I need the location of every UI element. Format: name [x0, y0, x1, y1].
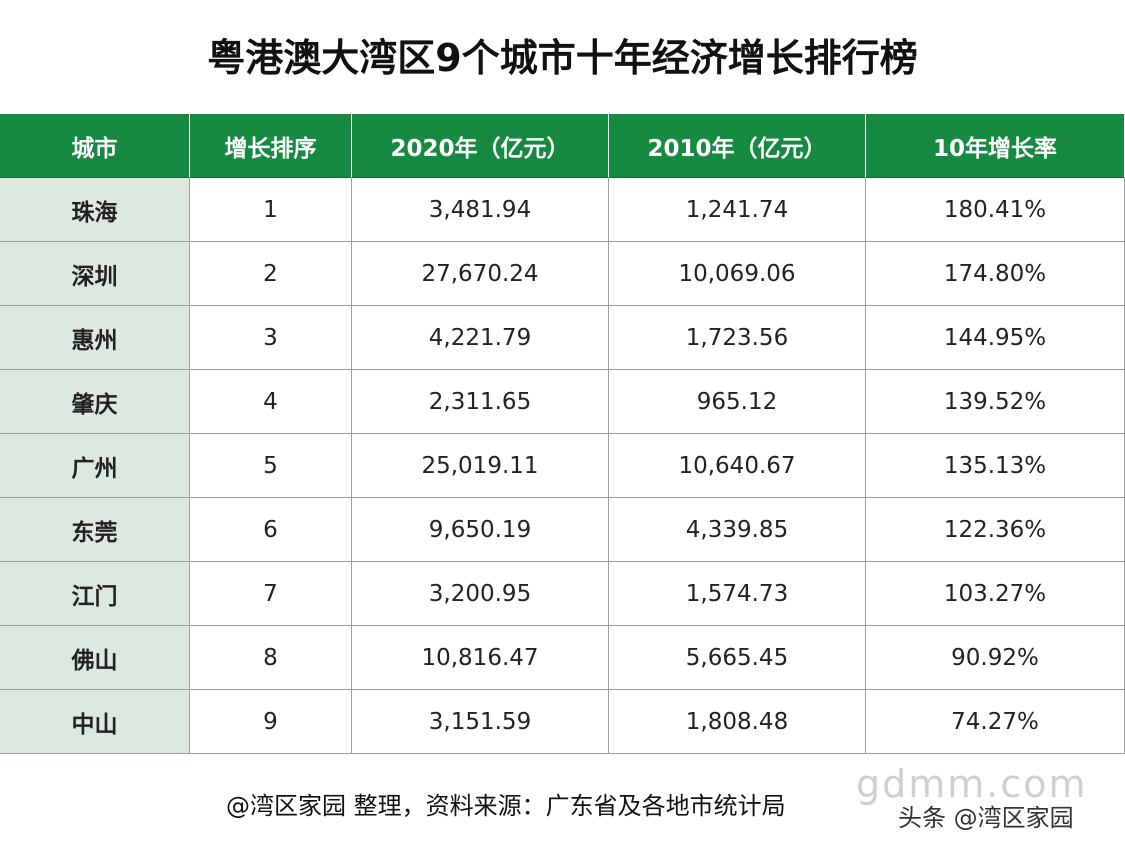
row-header: 珠海: [0, 178, 190, 242]
table-cell: 122.36%: [866, 498, 1125, 562]
table-cell: 4,339.85: [609, 498, 866, 562]
table-cell: 25,019.11: [352, 434, 609, 498]
row-header: 江门: [0, 562, 190, 626]
table-cell: 6: [190, 498, 352, 562]
table-cell: 2: [190, 242, 352, 306]
column-header: 2010年（亿元）: [609, 114, 866, 178]
table-cell: 180.41%: [866, 178, 1125, 242]
table-cell: 1,808.48: [609, 690, 866, 754]
row-header: 深圳: [0, 242, 190, 306]
row-header: 东莞: [0, 498, 190, 562]
table-cell: 7: [190, 562, 352, 626]
table-cell: 174.80%: [866, 242, 1125, 306]
table-cell: 135.13%: [866, 434, 1125, 498]
row-header: 中山: [0, 690, 190, 754]
row-header: 肇庆: [0, 370, 190, 434]
column-header: 增长排序: [190, 114, 352, 178]
table-cell: 4,221.79: [352, 306, 609, 370]
table-cell: 27,670.24: [352, 242, 609, 306]
table-cell: 5,665.45: [609, 626, 866, 690]
row-header: 惠州: [0, 306, 190, 370]
table-cell: 10,640.67: [609, 434, 866, 498]
table-cell: 965.12: [609, 370, 866, 434]
title: 粤港澳大湾区9个城市十年经济增长排行榜: [207, 36, 918, 80]
table-cell: 3,151.59: [352, 690, 609, 754]
table-cell: 3,200.95: [352, 562, 609, 626]
table-cell: 1,241.74: [609, 178, 866, 242]
table: 城市 增长排序 2020年（亿元） 2010年（亿元） 10年增长率珠海 1 3,481.9…: [0, 114, 1125, 754]
table-cell: 103.27%: [866, 562, 1125, 626]
column-header: 城市: [0, 114, 190, 178]
table-cell: 4: [190, 370, 352, 434]
table-cell: 9: [190, 690, 352, 754]
table-cell: 144.95%: [866, 306, 1125, 370]
watermark: gdmm.com: [856, 762, 1088, 806]
column-header: 2020年（亿元）: [352, 114, 609, 178]
table-cell: 1: [190, 178, 352, 242]
table-cell: 10,816.47: [352, 626, 609, 690]
table-cell: 5: [190, 434, 352, 498]
table-cell: 1,574.73: [609, 562, 866, 626]
table-cell: 3: [190, 306, 352, 370]
table-cell: 2,311.65: [352, 370, 609, 434]
credit: 头条 @湾区家园: [898, 804, 1074, 832]
table-cell: 9,650.19: [352, 498, 609, 562]
table-cell: 1,723.56: [609, 306, 866, 370]
table-cell: 10,069.06: [609, 242, 866, 306]
source-note: @湾区家园 整理，资料来源：广东省及各地市统计局: [226, 792, 786, 820]
row-header: 广州: [0, 434, 190, 498]
table-cell: 3,481.94: [352, 178, 609, 242]
table-cell: 74.27%: [866, 690, 1125, 754]
row-header: 佛山: [0, 626, 190, 690]
table-cell: 8: [190, 626, 352, 690]
table-cell: 139.52%: [866, 370, 1125, 434]
table-cell: 90.92%: [866, 626, 1125, 690]
column-header: 10年增长率: [866, 114, 1125, 178]
